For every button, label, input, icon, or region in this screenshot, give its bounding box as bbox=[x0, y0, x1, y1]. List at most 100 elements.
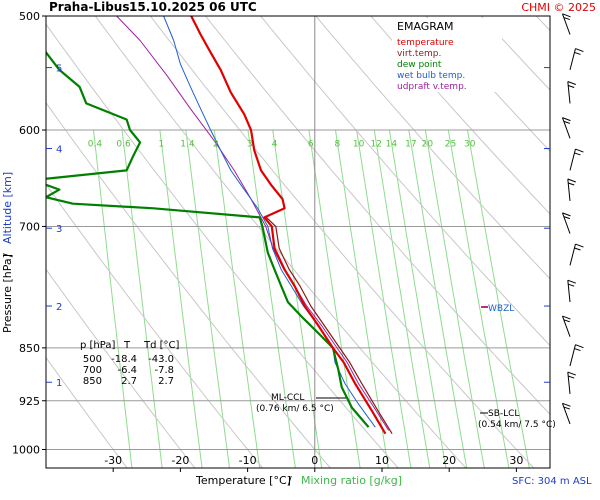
pressure-tick-label: 850 bbox=[19, 342, 40, 355]
mixing-ratio-axis-label: Mixing ratio [g/kg] bbox=[301, 474, 402, 487]
wind-barb-feather bbox=[568, 375, 575, 379]
wind-barb-feather bbox=[575, 344, 584, 349]
wind-barb-staff bbox=[561, 403, 571, 425]
wind-barb-feather bbox=[575, 48, 584, 53]
wind-barb-staff bbox=[567, 372, 571, 395]
wind-barb-feather bbox=[563, 406, 570, 410]
wind-barb-feather bbox=[567, 371, 576, 376]
dry-adiabat-line bbox=[150, 16, 535, 468]
wind-barb-feather bbox=[562, 402, 571, 407]
temperature-tick-label: -30 bbox=[104, 454, 122, 467]
mixing-ratio-label: 12 bbox=[370, 139, 381, 149]
wind-barb-staff bbox=[569, 243, 576, 266]
series-dew-point-line bbox=[46, 50, 370, 428]
table-cell: 700 bbox=[83, 365, 102, 376]
wind-barb-staff bbox=[567, 81, 571, 104]
station-title: Praha-Libus bbox=[49, 0, 129, 14]
dry-adiabat-line bbox=[46, 356, 128, 468]
ml-ccl-value: (0.76 km/ 6.5 °C) bbox=[256, 404, 334, 414]
mixing-ratio-line bbox=[356, 129, 412, 468]
mixing-ratio-label: 2 bbox=[213, 139, 219, 149]
wind-barb-staff bbox=[569, 48, 576, 71]
mixing-ratio-line bbox=[373, 129, 431, 468]
wind-barb-feather bbox=[563, 17, 570, 21]
altitude-tick-label: 1 bbox=[56, 378, 62, 389]
dry-adiabat-line bbox=[46, 268, 196, 468]
plot-frame bbox=[45, 15, 551, 469]
wind-barb-feather bbox=[575, 243, 584, 248]
dry-adiabat-line bbox=[260, 16, 550, 347]
series-wet-bulb-temp-line bbox=[163, 16, 376, 428]
wind-barb-feather bbox=[568, 182, 575, 186]
pressure-axis-label: Pressure [hPa] bbox=[1, 254, 14, 333]
mixing-ratio-line bbox=[408, 129, 468, 468]
table-cell: -43.0 bbox=[148, 354, 174, 365]
wind-barb bbox=[569, 344, 584, 367]
mixing-ratio-line bbox=[308, 129, 361, 468]
altitude-tick-label: 3 bbox=[56, 224, 62, 235]
wind-barb-staff bbox=[569, 344, 576, 367]
wind-barb-staff bbox=[569, 148, 576, 171]
dry-adiabat-line bbox=[205, 16, 550, 415]
wind-barb-feather bbox=[574, 348, 581, 352]
wind-barb-feather bbox=[567, 178, 576, 183]
mixing-ratio-label: 1.4 bbox=[180, 139, 195, 149]
wind-barb-feather bbox=[574, 51, 581, 55]
sfc-label: SFC: 304 m ASL bbox=[512, 476, 592, 487]
mixing-ratio-label: 30 bbox=[464, 139, 476, 149]
wind-barb-feather bbox=[562, 117, 571, 122]
wind-barb-feather bbox=[562, 13, 571, 18]
dry-adiabat-line bbox=[94, 16, 467, 468]
wind-barb-staff bbox=[561, 117, 571, 139]
altitude-tick-label: 5 bbox=[56, 64, 62, 75]
wind-barb-feather bbox=[563, 216, 570, 220]
mixing-ratio-line bbox=[93, 129, 133, 468]
wind-barb-feather bbox=[568, 85, 575, 88]
table-header: p [hPa] bbox=[80, 340, 115, 351]
pressure-tick-label: 700 bbox=[19, 220, 40, 233]
mixing-ratio-label: 0.4 bbox=[88, 139, 103, 149]
mixing-ratio-line bbox=[447, 129, 510, 468]
wind-barb-feather bbox=[562, 212, 571, 217]
mixing-ratio-label: 25 bbox=[445, 139, 456, 149]
table-cell: -7.8 bbox=[154, 365, 174, 376]
wind-barb bbox=[567, 178, 576, 201]
dry-adiabat-line bbox=[370, 16, 550, 215]
axis-label-separator: / bbox=[1, 253, 14, 257]
table-cell: 2.7 bbox=[121, 376, 137, 387]
dry-adiabat-line bbox=[46, 101, 331, 468]
mixing-ratio-label: 0.6 bbox=[116, 139, 131, 149]
dry-adiabat-line bbox=[425, 16, 550, 152]
dry-adiabat-line bbox=[46, 23, 399, 468]
temperature-tick-label: 30 bbox=[509, 454, 523, 467]
mixing-ratio-label: 3 bbox=[247, 139, 253, 149]
wind-barb-feather bbox=[567, 279, 576, 284]
copyright-text: CHMI © 2025 bbox=[521, 1, 596, 14]
wind-barb-feather bbox=[567, 81, 576, 85]
legend-item: virt.temp. bbox=[397, 49, 441, 59]
wbzl-annotation: WBZL bbox=[481, 304, 514, 314]
wbzl-label: WBZL bbox=[488, 304, 514, 314]
datetime-title: 15.10.2025 06 UTC bbox=[129, 0, 257, 14]
table-header: Td [°C] bbox=[143, 340, 180, 351]
mixing-ratio-label: 20 bbox=[422, 139, 434, 149]
legend-item: dew point bbox=[397, 60, 442, 70]
wind-barb-staff bbox=[561, 212, 571, 234]
wind-barb-feather bbox=[562, 315, 571, 320]
mixing-ratio-label: 17 bbox=[405, 139, 416, 149]
mixing-ratio-line bbox=[335, 129, 389, 468]
sb-lcl-label: SB-LCL bbox=[488, 409, 519, 419]
wind-barb-feather bbox=[574, 152, 581, 156]
temperature-tick-label: 20 bbox=[442, 454, 456, 467]
temperature-tick-label: -20 bbox=[171, 454, 189, 467]
altitude-tick-label: 2 bbox=[56, 302, 62, 313]
table-header: T bbox=[123, 340, 131, 351]
wind-barb bbox=[561, 315, 571, 337]
dry-adiabat-line bbox=[46, 183, 263, 468]
wind-barb-feather bbox=[574, 247, 581, 251]
mixing-ratio-line bbox=[424, 129, 485, 468]
mixing-ratio-line bbox=[467, 129, 530, 468]
mixing-ratio-label: 6 bbox=[308, 139, 314, 149]
wind-barb bbox=[569, 148, 584, 171]
sb-lcl-annotation: SB-LCL (0.54 km/ 7.5 °C) bbox=[478, 409, 556, 430]
